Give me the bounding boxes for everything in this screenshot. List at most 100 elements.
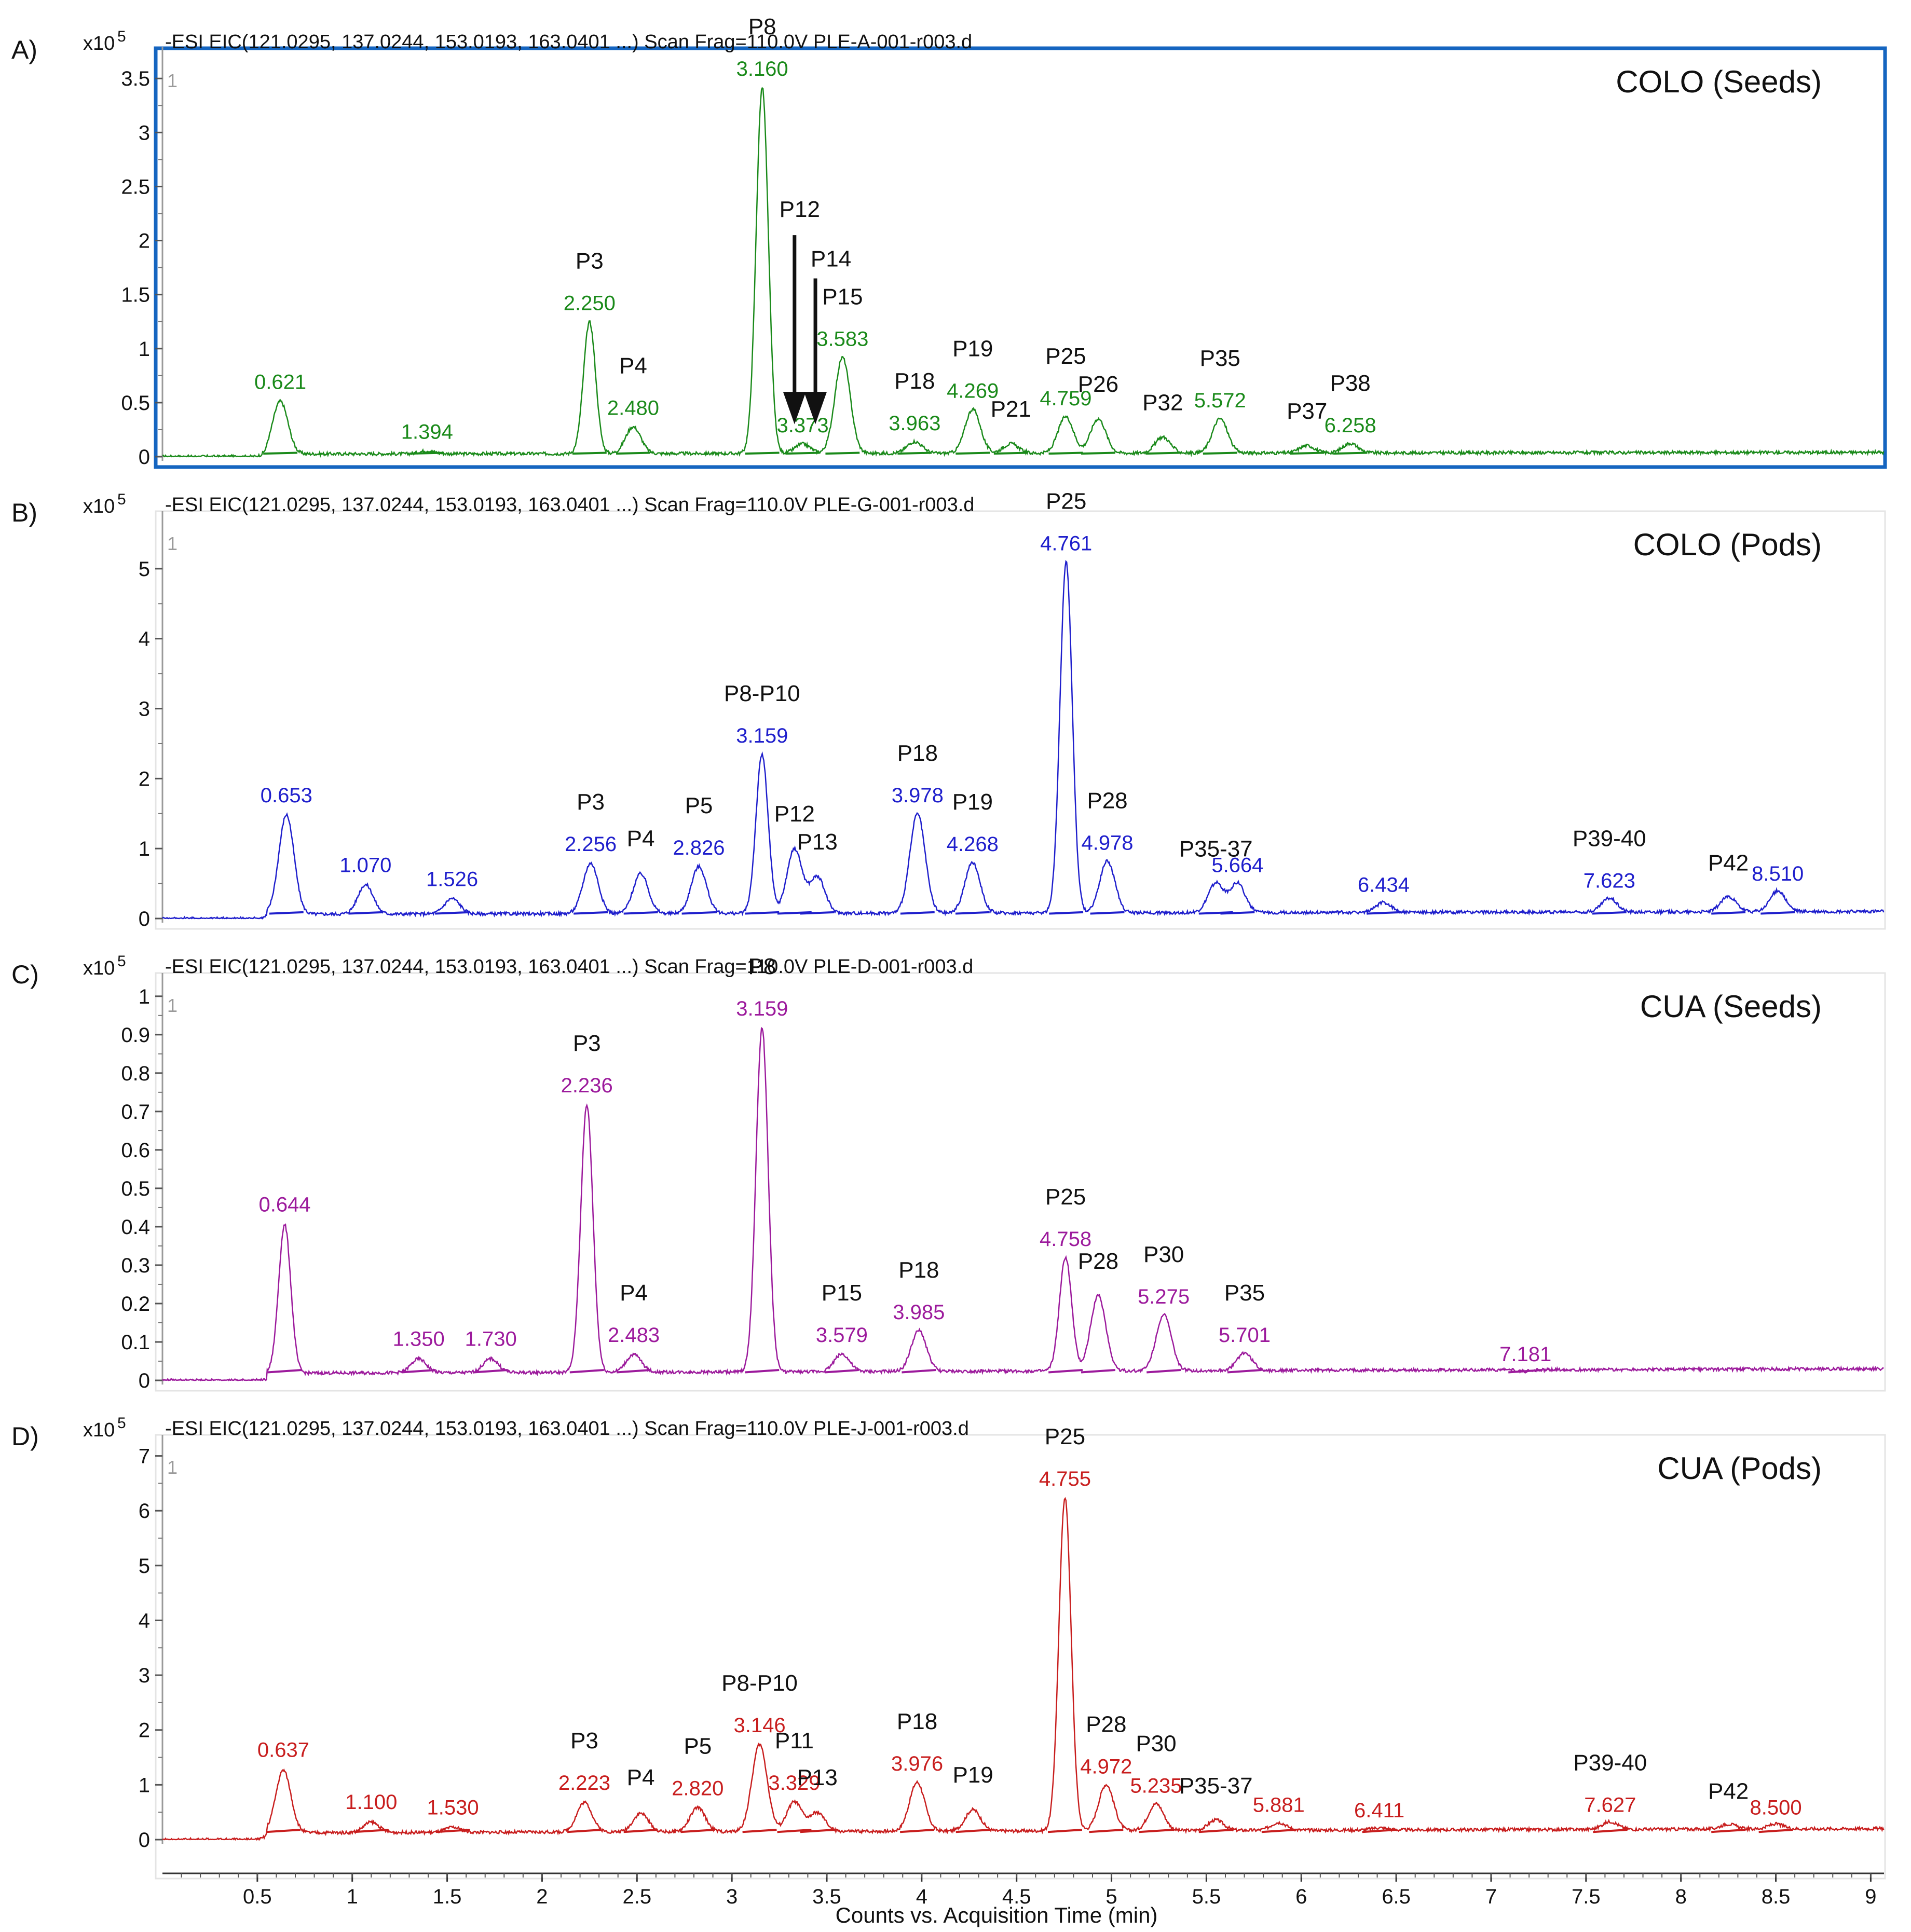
- peak-integration-baseline: [902, 1369, 936, 1374]
- y-tick-label: 0: [139, 1369, 150, 1392]
- peak-rt-label: 6.411: [1354, 1799, 1404, 1822]
- annotation-arrow: [783, 235, 806, 424]
- peak-rt-label: 3.159: [736, 724, 788, 747]
- x-tick-label: 5.5: [1192, 1885, 1221, 1908]
- y-tick-label: 0.5: [121, 392, 150, 415]
- peak-rt-label: 1.526: [426, 868, 478, 891]
- y-tick-label: 5: [139, 1555, 150, 1578]
- peak-rt-label: 5.881: [1253, 1793, 1305, 1816]
- peak-id-label: P13: [797, 1765, 838, 1790]
- panel-letter: C): [11, 960, 39, 989]
- panel-header: -ESI EIC(121.0295, 137.0244, 153.0193, 1…: [165, 1418, 969, 1440]
- peak-id-label: P4: [620, 1280, 648, 1306]
- peak-rt-label: 2.480: [607, 397, 659, 420]
- peak-integration-baseline: [955, 911, 990, 915]
- peak-rt-label: 7.181: [1499, 1343, 1551, 1366]
- peak-id-label: P42: [1708, 851, 1749, 876]
- peak-id-label: P35-37: [1179, 1773, 1253, 1799]
- peak-integration-baseline: [681, 911, 716, 915]
- peak-integration-baseline: [800, 1828, 835, 1833]
- y-tick-label: 0.2: [121, 1293, 150, 1316]
- y-tick-label: 1.5: [121, 284, 150, 307]
- panel-title: CUA (Pods): [1657, 1451, 1822, 1486]
- peak-integration-baseline: [1290, 451, 1325, 455]
- peak-rt-label: 4.269: [947, 379, 999, 402]
- arrow-head: [804, 392, 827, 424]
- peak-integration-baseline: [1145, 451, 1180, 455]
- peak-rt-label: 3.579: [816, 1324, 868, 1347]
- peak-rt-label: 3.583: [816, 327, 868, 350]
- peak-rt-label: 1.100: [345, 1791, 397, 1814]
- panel-header: -ESI EIC(121.0295, 137.0244, 153.0193, 1…: [165, 494, 974, 516]
- y-scale-label: x10: [83, 33, 115, 54]
- series-trace: [162, 560, 1885, 920]
- peak-integration-baseline: [956, 1828, 990, 1833]
- peak-id-label: P32: [1142, 390, 1183, 416]
- peak-integration-baseline: [1203, 451, 1237, 455]
- x-tick-label: 4.5: [1002, 1885, 1031, 1908]
- peak-rt-label: 1.070: [339, 854, 391, 877]
- peak-id-label: P18: [897, 741, 938, 766]
- peak-rt-label: 0.637: [257, 1739, 309, 1762]
- plot-index: 1: [167, 995, 178, 1016]
- y-scale-label: x10: [83, 1419, 115, 1441]
- peak-rt-label: 6.258: [1325, 414, 1376, 437]
- y-tick-label: 2.5: [121, 175, 150, 198]
- peak-integration-baseline: [1198, 1828, 1233, 1833]
- peak-rt-label: 4.972: [1080, 1755, 1132, 1778]
- peak-rt-label: 2.820: [672, 1777, 724, 1800]
- peak-integration-baseline: [617, 1369, 651, 1374]
- peak-rt-label: 2.223: [558, 1772, 610, 1794]
- peak-id-label: P37: [1287, 399, 1327, 424]
- y-scale-exponent: 5: [117, 491, 126, 508]
- peak-integration-baseline: [742, 1828, 777, 1833]
- peak-integration-baseline: [1146, 1369, 1181, 1374]
- y-tick-label: 1: [139, 1774, 150, 1797]
- x-tick-label: 2.5: [622, 1885, 651, 1908]
- peak-id-label: P26: [1078, 372, 1118, 397]
- peak-id-label: P38: [1330, 371, 1370, 396]
- peak-id-label: P42: [1708, 1779, 1749, 1804]
- peak-id-label: P15: [822, 1280, 862, 1306]
- peak-integration-baseline: [435, 1828, 470, 1833]
- panel-letter: A): [11, 35, 37, 64]
- panel-title: COLO (Pods): [1633, 527, 1822, 562]
- peak-integration-baseline: [956, 451, 990, 455]
- panel-2: B) x10 5 -ESI EIC(121.0295, 137.0244, 153.0…: [11, 488, 1886, 930]
- peak-integration-baseline: [1081, 1369, 1116, 1374]
- panel-1: A) x10 5 -ESI EIC(121.0295, 137.0244, 153.0…: [11, 14, 1887, 469]
- peak-rt-label: 5.275: [1138, 1285, 1190, 1308]
- peak-integration-baseline: [800, 911, 835, 915]
- peak-id-label: P25: [1045, 1424, 1085, 1449]
- peak-rt-label: 0.653: [261, 784, 312, 807]
- peak-rt-label: 3.963: [889, 412, 940, 435]
- peak-id-label: P5: [685, 793, 713, 818]
- arrow-head: [783, 392, 806, 424]
- arrow-label: P14: [811, 246, 851, 272]
- peak-id-label: P35: [1200, 346, 1240, 371]
- peak-id-label: P8-P10: [724, 681, 800, 706]
- y-tick-label: 1: [139, 985, 150, 1008]
- peak-integration-baseline: [623, 1828, 658, 1833]
- y-scale-exponent: 5: [117, 1415, 126, 1432]
- peak-id-label: P3: [570, 1728, 598, 1753]
- x-tick-label: 6: [1295, 1885, 1307, 1908]
- peak-id-label: P15: [822, 284, 863, 309]
- peak-integration-baseline: [1090, 911, 1125, 915]
- peak-id-label: P35-37: [1179, 837, 1253, 862]
- plot-index: 1: [167, 70, 178, 91]
- peak-rt-label: 3.985: [893, 1301, 945, 1324]
- peak-id-label: P19: [952, 1762, 993, 1788]
- peak-integration-baseline: [785, 451, 820, 455]
- panel-title: COLO (Seeds): [1616, 64, 1822, 99]
- peak-integration-baseline: [569, 1369, 604, 1374]
- peak-rt-label: 4.758: [1040, 1228, 1091, 1251]
- peak-integration-baseline: [1593, 1828, 1628, 1833]
- series-trace: [162, 1497, 1885, 1841]
- peak-rt-label: 5.701: [1219, 1324, 1271, 1347]
- y-scale-label: x10: [83, 957, 115, 979]
- peak-id-label: P3: [573, 1031, 601, 1056]
- y-tick-label: 0.8: [121, 1062, 150, 1085]
- peak-integration-baseline: [1220, 911, 1255, 915]
- peak-rt-label: 2.483: [608, 1324, 660, 1347]
